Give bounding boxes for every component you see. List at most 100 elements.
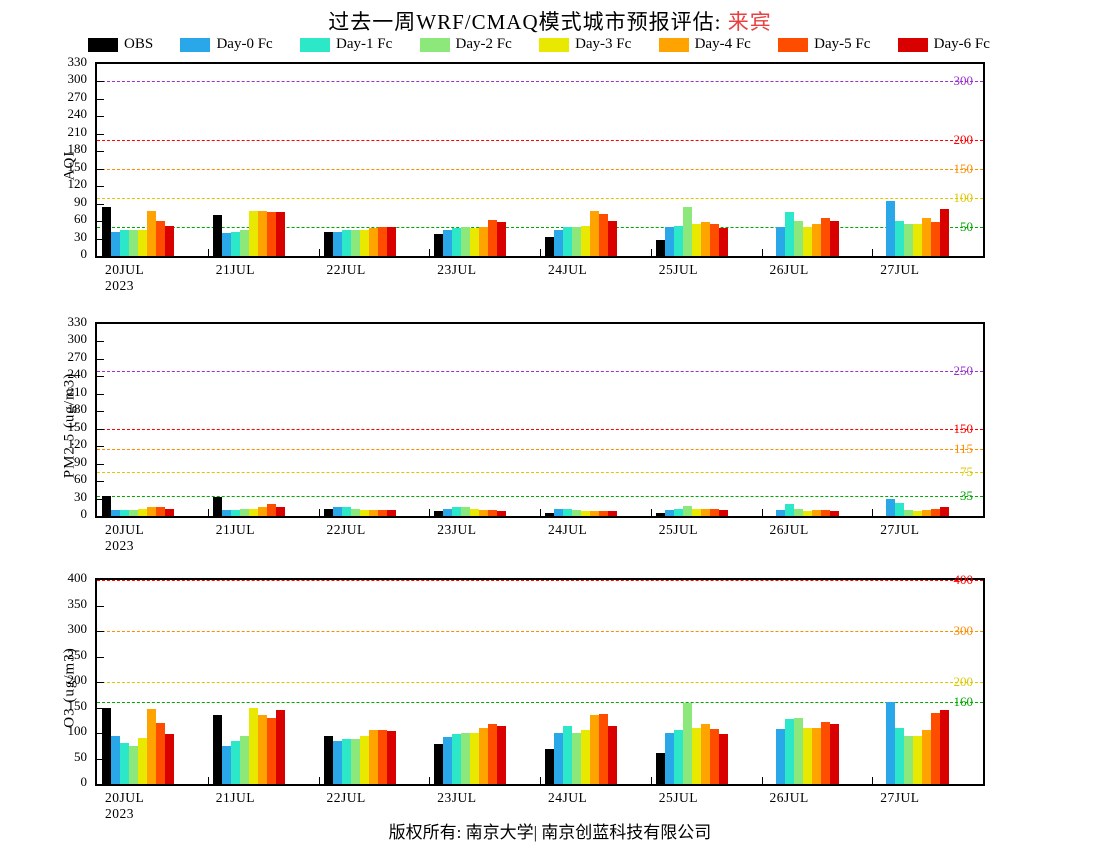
x-tick-label: 23JUL — [437, 790, 477, 805]
bar-day-3-fc — [802, 226, 812, 256]
x-tick-mark — [872, 249, 874, 256]
bar-day-3-fc — [913, 735, 923, 784]
bar-obs — [545, 749, 554, 784]
bar-obs — [102, 206, 111, 256]
y-tick-label: 330 — [67, 54, 88, 69]
bar-day-6-fc — [940, 209, 950, 256]
bar-day-3-fc — [581, 511, 590, 516]
reference-line-label: 250 — [953, 362, 974, 378]
bar-day-2-fc — [572, 510, 581, 516]
bar-day-5-fc — [156, 221, 165, 256]
bar-day-2-fc — [904, 510, 914, 516]
y-tick-label: 250 — [67, 646, 88, 662]
y-tick-mark — [97, 238, 104, 240]
x-tick-label: 20JUL — [105, 522, 145, 537]
bar-day-3-fc — [248, 210, 258, 256]
bar-day-1-fc — [895, 503, 905, 516]
bar-day-0-fc — [664, 733, 674, 784]
bar-day-0-fc — [443, 229, 453, 256]
y-tick-mark — [97, 358, 104, 360]
aqi-y-axis: 0 30 60 90 120 150 180 210 240 270 300 330 — [51, 54, 91, 261]
o3-y-axis: 0 50 100 150 200 250 300 350 400 — [51, 570, 91, 789]
bar-day-5-fc — [599, 713, 608, 784]
reference-line-label: 100 — [953, 189, 974, 205]
reference-line-label: 150 — [953, 160, 974, 176]
y-tick-label: 90 — [74, 453, 87, 469]
y-tick-label: 30 — [74, 228, 87, 244]
x-tick-label: 21JUL — [215, 262, 255, 277]
bar-day-2-fc — [682, 703, 692, 784]
reference-line — [97, 682, 983, 683]
reference-line — [97, 580, 983, 581]
bar-day-1-fc — [341, 507, 351, 516]
legend-swatch — [658, 37, 689, 52]
bar-day-5-fc — [488, 510, 498, 516]
bar-day-2-fc — [904, 224, 914, 256]
bar-day-4-fc — [368, 510, 378, 516]
bar-day-3-fc — [248, 707, 258, 784]
bar-day-6-fc — [275, 212, 285, 256]
bar-day-1-fc — [563, 226, 572, 256]
y-tick-mark — [97, 186, 104, 188]
o3-plot-area: 400 300 200 160 — [95, 572, 985, 786]
reference-line-label: 115 — [953, 441, 973, 457]
bar-obs — [212, 215, 222, 256]
bar-day-2-fc — [793, 221, 803, 256]
x-tick-mark — [650, 777, 652, 784]
bar-day-6-fc — [608, 221, 617, 256]
y-tick-label: 150 — [67, 158, 88, 174]
y-tick-mark — [97, 151, 104, 153]
x-tick-label: 26JUL — [769, 790, 809, 805]
bar-obs — [545, 237, 554, 256]
bar-obs — [323, 231, 333, 256]
bar-day-4-fc — [147, 507, 156, 516]
y-tick-label: 300 — [67, 331, 88, 347]
bar-day-2-fc — [461, 507, 471, 516]
bar-day-4-fc — [700, 509, 710, 516]
bar-day-1-fc — [784, 718, 794, 784]
bar-day-0-fc — [775, 510, 785, 516]
legend-label: Day-4 Fc — [694, 36, 751, 52]
bar-obs — [102, 495, 111, 516]
reference-line-label: 200 — [953, 131, 974, 147]
bar-day-1-fc — [230, 740, 240, 784]
bar-day-1-fc — [563, 509, 572, 516]
bar-day-1-fc — [120, 229, 129, 256]
bar-day-6-fc — [829, 511, 839, 516]
bar-day-6-fc — [608, 511, 617, 516]
legend-item-obs: OBS — [88, 36, 153, 53]
y-tick-label: 50 — [74, 748, 87, 764]
bar-day-4-fc — [257, 210, 267, 256]
reference-line — [97, 226, 983, 228]
bar-day-6-fc — [829, 221, 839, 256]
y-tick-mark — [97, 631, 104, 632]
bar-day-4-fc — [590, 210, 599, 256]
bar-day-0-fc — [111, 735, 120, 784]
bar-day-3-fc — [913, 224, 923, 256]
x-year-label: 2023 — [105, 806, 134, 821]
x-tick-label: 23JUL — [437, 522, 477, 537]
bar-day-5-fc — [266, 212, 276, 256]
bar-day-2-fc — [572, 226, 581, 256]
bar-day-6-fc — [497, 726, 507, 784]
y-tick-label: 90 — [74, 193, 87, 209]
bar-day-4-fc — [479, 510, 489, 516]
y-tick-label: 400 — [67, 570, 88, 585]
bar-day-1-fc — [230, 231, 240, 256]
bar-day-0-fc — [554, 733, 563, 784]
bar-day-4-fc — [700, 222, 710, 256]
x-tick-label: 22JUL — [326, 790, 366, 805]
bar-day-6-fc — [940, 710, 950, 784]
bar-day-4-fc — [700, 723, 710, 784]
bar-day-4-fc — [590, 715, 599, 784]
x-tick-label: 24JUL — [548, 790, 588, 805]
bar-day-2-fc — [461, 733, 471, 784]
y-tick-label: 330 — [67, 314, 88, 329]
bar-day-6-fc — [386, 731, 396, 784]
y-tick-mark — [97, 81, 104, 83]
legend-label: Day-1 Fc — [336, 36, 393, 52]
legend-item-day-5-fc: Day-5 Fc — [778, 36, 870, 53]
y-tick-label: 60 — [74, 471, 87, 487]
y-tick-mark — [97, 376, 104, 378]
bar-day-1-fc — [784, 212, 794, 256]
